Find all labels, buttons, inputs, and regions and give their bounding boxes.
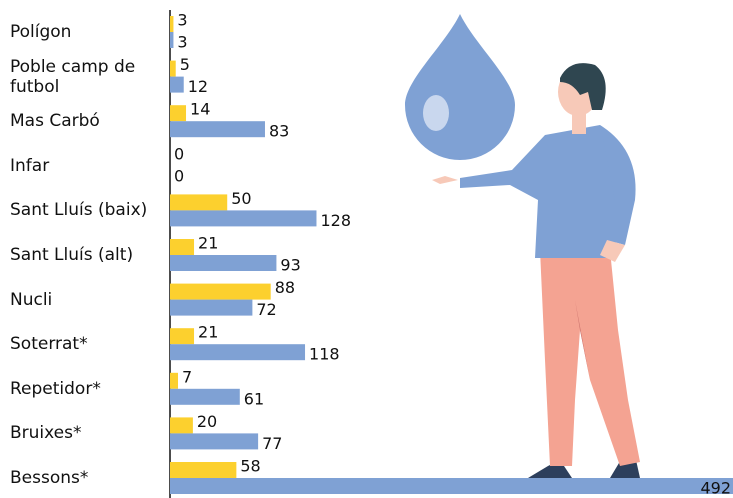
bar <box>170 389 240 405</box>
bar <box>170 194 227 210</box>
illustration <box>405 14 640 478</box>
value-label: 72 <box>256 300 276 319</box>
value-label: 61 <box>244 389 264 408</box>
bar <box>170 121 265 137</box>
category-label: Infar <box>10 156 49 176</box>
category-label: Poble camp de futbol <box>10 57 160 97</box>
bar <box>170 77 184 93</box>
bar <box>170 373 178 389</box>
value-label: 492 <box>700 479 731 498</box>
bar <box>170 239 194 255</box>
value-label: 5 <box>180 55 190 74</box>
bar <box>170 433 258 449</box>
value-label: 50 <box>231 189 251 208</box>
category-label: Mas Carbó <box>10 111 100 131</box>
value-label: 3 <box>177 11 187 30</box>
bar <box>170 462 236 478</box>
category-label: Repetidor* <box>10 379 101 399</box>
bar <box>170 32 173 48</box>
value-label: 7 <box>182 367 192 386</box>
value-label: 12 <box>188 77 208 96</box>
bar <box>170 105 186 121</box>
bar <box>170 255 276 271</box>
bar <box>170 478 733 494</box>
category-label: Bruixes* <box>10 423 82 443</box>
value-label: 83 <box>269 122 289 141</box>
category-label: Sant Lluís (baix) <box>10 200 147 220</box>
value-label: 118 <box>309 345 340 364</box>
page: 3 3 5 12 14 83 0 0 50 128 21 93 88 72 21 118 7 61 20 7758 49… <box>0 0 733 498</box>
value-label: 21 <box>198 234 218 253</box>
bar <box>170 16 173 32</box>
value-label: 77 <box>262 434 282 453</box>
value-label: 20 <box>197 412 217 431</box>
value-label: 93 <box>280 256 300 275</box>
bar <box>170 61 176 77</box>
bar <box>170 417 193 433</box>
category-label: Bessons* <box>10 468 88 488</box>
category-label: Polígon <box>10 22 71 42</box>
bar <box>170 300 252 316</box>
value-label: 21 <box>198 323 218 342</box>
bar <box>170 210 316 226</box>
category-label: Sant Lluís (alt) <box>10 245 133 265</box>
bar <box>170 284 271 300</box>
category-label: Soterrat* <box>10 334 88 354</box>
value-label: 0 <box>174 166 184 185</box>
bar <box>170 328 194 344</box>
value-label: 88 <box>275 278 295 297</box>
value-label: 58 <box>240 457 260 476</box>
value-label: 128 <box>320 211 351 230</box>
value-label: 3 <box>177 33 187 52</box>
value-label: 0 <box>174 144 184 163</box>
value-label: 14 <box>190 100 210 119</box>
category-label: Nucli <box>10 290 52 310</box>
bar <box>170 344 305 360</box>
